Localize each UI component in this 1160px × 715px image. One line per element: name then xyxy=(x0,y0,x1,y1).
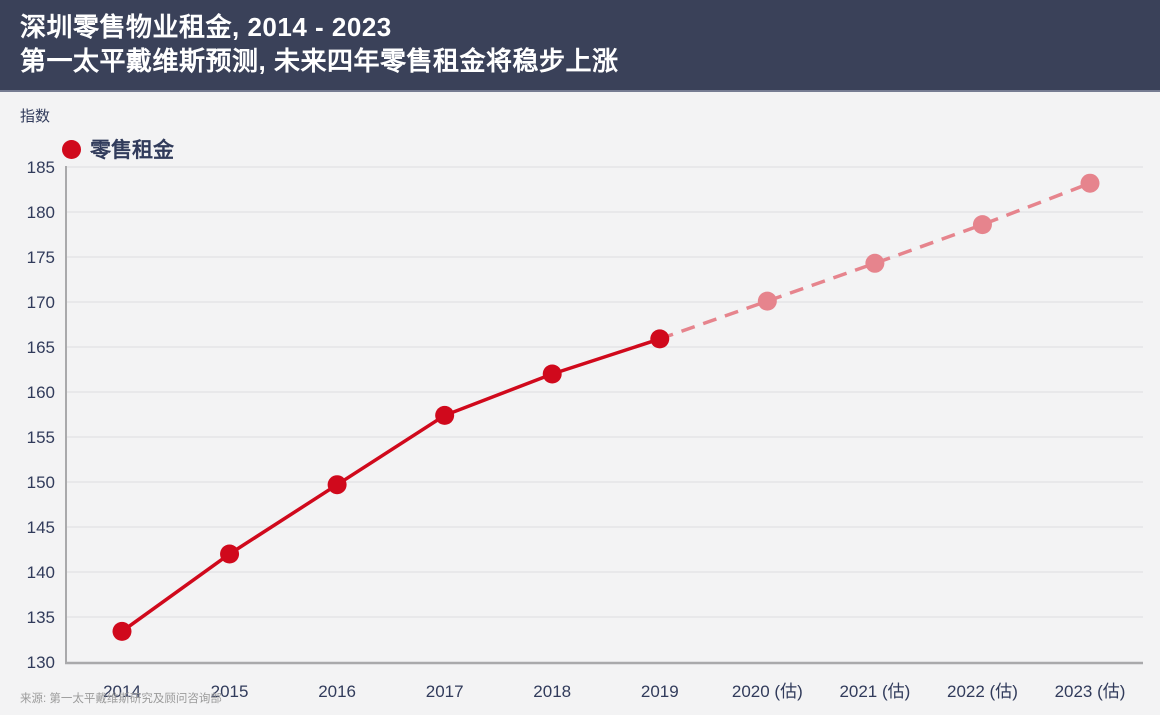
x-tick-label: 2018 xyxy=(533,682,571,701)
chart-area: 指数 零售租金 130 135 140 145 150 155 160 165 170 175 18… xyxy=(0,92,1160,713)
x-tick-label: 2016 xyxy=(318,682,356,701)
y-tick-label: 155 xyxy=(27,428,55,447)
forecast-rent-line xyxy=(659,181,1091,341)
x-tick-label: 2021 (估) xyxy=(839,682,910,701)
y-tick-label: 150 xyxy=(27,473,55,492)
actual-data-point xyxy=(435,405,455,425)
y-tick-label: 185 xyxy=(27,158,55,177)
forecast-data-point xyxy=(1080,173,1100,193)
y-tick-label: 160 xyxy=(27,383,55,402)
forecast-data-point xyxy=(865,253,885,273)
x-tick-label: 2019 xyxy=(641,682,679,701)
actual-data-point xyxy=(327,475,347,495)
chart-subtitle: 第一太平戴维斯预测, 未来四年零售租金将稳步上涨 xyxy=(20,46,619,76)
actual-data-point xyxy=(542,364,562,384)
y-tick-label: 175 xyxy=(27,248,55,267)
y-tick-label: 140 xyxy=(27,563,55,582)
y-tick-label: 170 xyxy=(27,293,55,312)
header-banner: 深圳零售物业租金, 2014 - 2023 第一太平戴维斯预测, 未来四年零售租… xyxy=(0,0,1160,92)
x-tick-label: 2020 (估) xyxy=(732,682,803,701)
forecast-data-point xyxy=(757,291,777,311)
actual-data-point xyxy=(220,544,240,564)
chart-title: 深圳零售物业租金, 2014 - 2023 xyxy=(20,12,392,42)
x-tick-label: 2017 xyxy=(426,682,464,701)
source-note: 来源: 第一太平戴维斯研究及顾问咨询部 xyxy=(20,693,222,705)
x-tick-label: 2023 (估) xyxy=(1055,682,1126,701)
forecast-data-point xyxy=(972,215,992,235)
x-tick-label: 2014 xyxy=(103,682,141,701)
legend: 零售租金 xyxy=(62,134,174,164)
x-tick-label: 2015 xyxy=(211,682,249,701)
actual-rent-line xyxy=(120,337,661,633)
actual-data-point xyxy=(650,329,670,349)
legend-label: 零售租金 xyxy=(90,139,174,162)
rent-line-chart: 130 135 140 145 150 155 160 165 170 175 180 185 2014… xyxy=(27,158,1143,701)
x-tick-label: 2022 (估) xyxy=(947,682,1018,701)
y-tick-label: 165 xyxy=(27,338,55,357)
legend-dot-icon xyxy=(62,139,81,159)
actual-data-point xyxy=(112,621,132,641)
y-tick-label: 180 xyxy=(27,203,55,222)
y-tick-label: 135 xyxy=(27,608,55,627)
y-tick-label: 145 xyxy=(27,518,55,537)
y-tick-label: 130 xyxy=(27,653,55,672)
y-axis-unit-label: 指数 xyxy=(20,108,51,125)
